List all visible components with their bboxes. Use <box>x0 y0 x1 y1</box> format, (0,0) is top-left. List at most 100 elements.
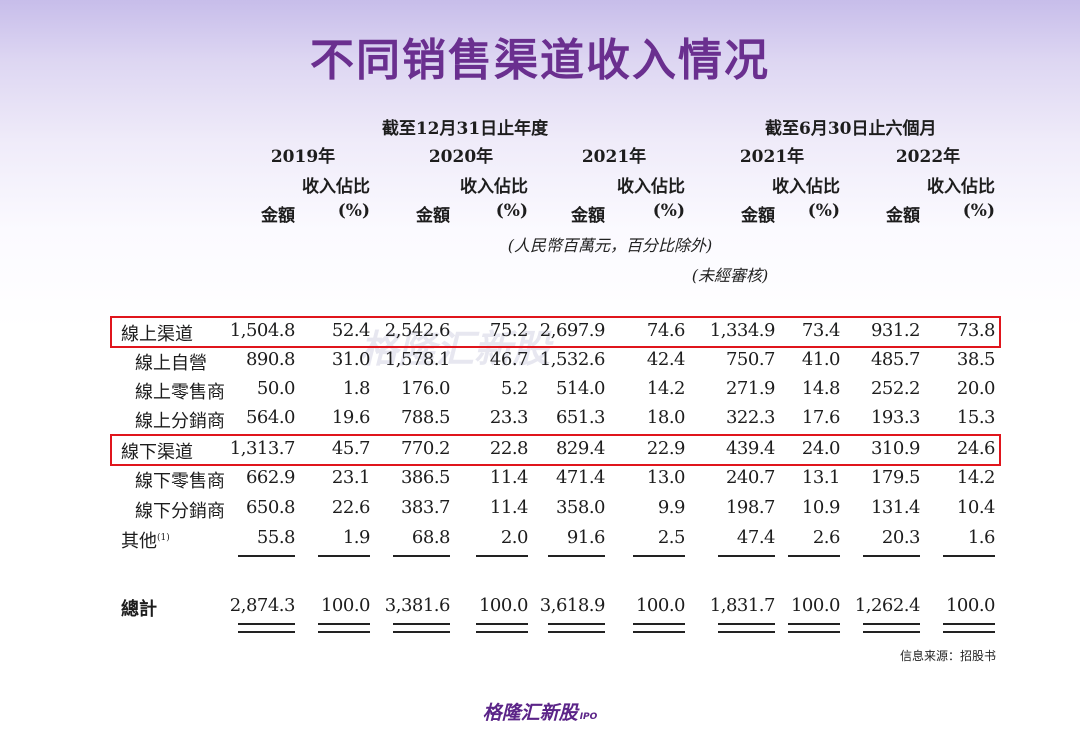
offline-channel-highlight-box <box>110 434 1001 466</box>
subtotal-rule <box>476 555 528 557</box>
table-cell: 14.8 <box>801 378 841 399</box>
total-double-rule <box>318 623 370 633</box>
table-cell: 890.8 <box>245 349 296 370</box>
table-cell: 931.2 <box>870 320 921 341</box>
revenue-share-header: 收入佔比 <box>617 177 685 197</box>
table-cell: 20.3 <box>881 527 921 548</box>
unaudited-note: (未經審核) <box>691 266 769 285</box>
table-cell: 564.0 <box>245 407 296 428</box>
total-cell: 100.0 <box>945 595 996 616</box>
percent-header: (%) <box>495 201 528 221</box>
table-cell: 47.4 <box>736 527 776 548</box>
row-label: 線上自營 <box>135 353 207 374</box>
total-double-rule <box>633 623 685 633</box>
table-cell: 75.2 <box>489 320 529 341</box>
table-cell: 131.4 <box>870 497 921 518</box>
table-cell: 9.9 <box>657 497 686 518</box>
logo-ipo-suffix: IPO <box>579 712 598 722</box>
row-label: 線上零售商 <box>135 382 225 403</box>
percent-header: (%) <box>337 201 370 221</box>
table-cell: 73.4 <box>801 320 841 341</box>
online-channel-highlight-box <box>110 316 1001 348</box>
revenue-share-header: 收入佔比 <box>460 177 528 197</box>
table-cell: 2,542.6 <box>384 320 451 341</box>
total-cell: 1,262.4 <box>854 595 921 616</box>
table-cell: 23.1 <box>331 467 371 488</box>
table-cell: 2.6 <box>812 527 841 548</box>
table-cell: 471.4 <box>555 467 606 488</box>
table-cell: 22.8 <box>489 438 529 459</box>
total-double-rule <box>238 623 295 633</box>
total-cell: 3,381.6 <box>384 595 451 616</box>
subtotal-rule <box>718 555 775 557</box>
table-cell: 386.5 <box>400 467 451 488</box>
table-cell: 10.9 <box>801 497 841 518</box>
table-cell: 1.6 <box>967 527 996 548</box>
table-cell: 176.0 <box>400 378 451 399</box>
amount-header: 金額 <box>261 206 295 226</box>
table-cell: 179.5 <box>870 467 921 488</box>
table-cell: 18.0 <box>646 407 686 428</box>
table-cell: 383.7 <box>400 497 451 518</box>
table-cell: 22.9 <box>646 438 686 459</box>
row-label: 線下分銷商 <box>135 501 225 522</box>
row-label: 線上渠道 <box>121 324 193 345</box>
table-cell: 45.7 <box>331 438 371 459</box>
row-label: 線下渠道 <box>121 442 193 463</box>
revenue-share-header: 收入佔比 <box>302 177 370 197</box>
table-cell: 10.4 <box>956 497 996 518</box>
table-cell: 240.7 <box>725 467 776 488</box>
table-cell: 1,313.7 <box>229 438 296 459</box>
year-header: 2022年 <box>895 147 961 167</box>
currency-note: (人民幣百萬元，百分比除外) <box>507 236 713 255</box>
table-cell: 2.5 <box>657 527 686 548</box>
row-label: 線下零售商 <box>135 471 225 492</box>
total-cell: 100.0 <box>478 595 529 616</box>
total-label: 總計 <box>121 599 157 620</box>
table-cell: 24.6 <box>956 438 996 459</box>
row-label: 線上分銷商 <box>135 411 225 432</box>
table-cell: 73.8 <box>956 320 996 341</box>
footnote-marker: (1) <box>157 533 170 543</box>
year-header: 2021年 <box>581 147 647 167</box>
table-cell: 770.2 <box>400 438 451 459</box>
table-cell: 651.3 <box>555 407 606 428</box>
table-cell: 52.4 <box>331 320 371 341</box>
total-double-rule <box>548 623 605 633</box>
table-cell: 19.6 <box>331 407 371 428</box>
table-cell: 1,504.8 <box>229 320 296 341</box>
table-cell: 485.7 <box>870 349 921 370</box>
period-six-months-header: 截至6月30日止六個月 <box>765 119 937 139</box>
year-header: 2019年 <box>270 147 336 167</box>
table-cell: 17.6 <box>801 407 841 428</box>
total-double-rule <box>943 623 995 633</box>
table-cell: 1.8 <box>342 378 371 399</box>
revenue-share-header: 收入佔比 <box>772 177 840 197</box>
table-cell: 439.4 <box>725 438 776 459</box>
table-cell: 650.8 <box>245 497 296 518</box>
total-cell: 100.0 <box>320 595 371 616</box>
table-cell: 198.7 <box>725 497 776 518</box>
subtotal-rule <box>548 555 605 557</box>
table-cell: 271.9 <box>725 378 776 399</box>
amount-header: 金額 <box>416 206 450 226</box>
table-cell: 11.4 <box>489 467 529 488</box>
table-cell: 252.2 <box>870 378 921 399</box>
percent-header: (%) <box>962 201 995 221</box>
subtotal-rule <box>318 555 370 557</box>
total-double-rule <box>476 623 528 633</box>
total-cell: 100.0 <box>790 595 841 616</box>
table-cell: 13.0 <box>646 467 686 488</box>
table-cell: 829.4 <box>555 438 606 459</box>
table-cell: 23.3 <box>489 407 529 428</box>
subtotal-rule <box>238 555 295 557</box>
table-cell: 662.9 <box>245 467 296 488</box>
subtotal-rule <box>943 555 995 557</box>
brand-logo: 格隆汇新股 IPO <box>0 698 1080 725</box>
table-cell: 5.2 <box>500 378 529 399</box>
table-cell: 91.6 <box>566 527 606 548</box>
table-cell: 46.7 <box>489 349 529 370</box>
table-cell: 24.0 <box>801 438 841 459</box>
table-cell: 2,697.9 <box>539 320 606 341</box>
total-double-rule <box>863 623 920 633</box>
